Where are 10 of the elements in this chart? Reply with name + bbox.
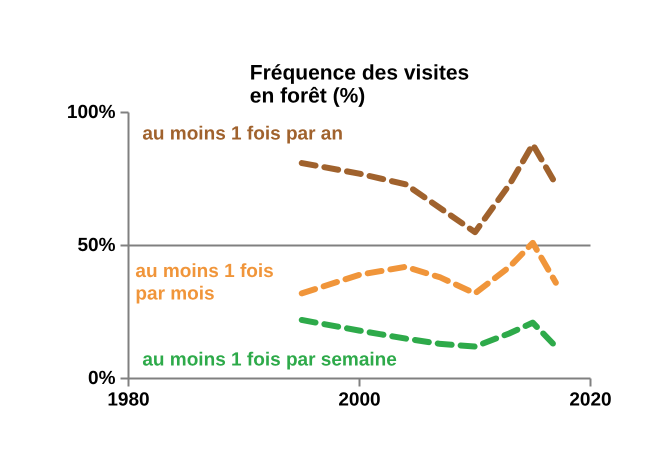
series-label: au moins 1 fois par semaine	[142, 349, 397, 370]
y-tick-label: 50%	[77, 235, 116, 256]
x-tick-label: 2000	[338, 390, 381, 410]
y-tick-label: 0%	[88, 368, 116, 389]
y-tick-label: 100%	[66, 102, 116, 123]
x-tick-label: 2020	[569, 390, 612, 410]
x-tick-label: 1980	[107, 390, 150, 410]
series-label: au moins 1 fois par mois	[135, 261, 274, 304]
series-label: au moins 1 fois par an	[142, 123, 343, 144]
chart-title: Fréquence des visites en forêt (%)	[250, 62, 470, 108]
